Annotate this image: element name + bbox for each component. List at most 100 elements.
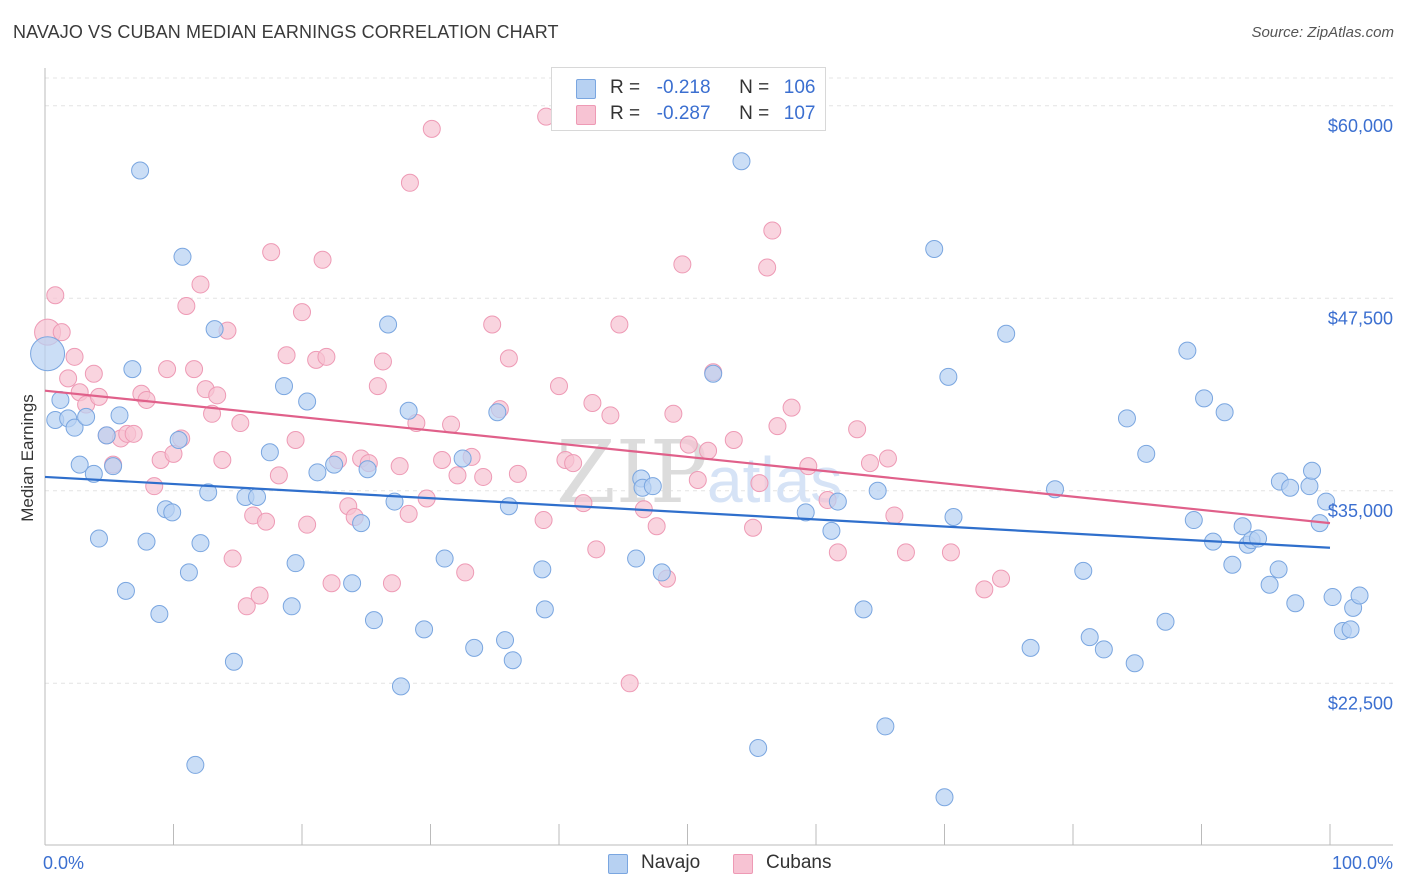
cubans-point bbox=[185, 360, 204, 379]
navajo-point bbox=[1233, 517, 1252, 536]
navajo-point bbox=[533, 560, 552, 579]
navajo-point bbox=[535, 600, 554, 619]
navajo-point bbox=[1117, 409, 1136, 428]
cubans-point bbox=[620, 674, 639, 693]
navajo-point bbox=[704, 364, 723, 383]
cubans-point bbox=[286, 430, 305, 449]
cubans-point bbox=[313, 250, 332, 269]
navajo-point bbox=[1184, 511, 1203, 530]
cubans-point bbox=[456, 563, 475, 582]
cubans-point bbox=[262, 243, 281, 262]
cubans-point bbox=[483, 315, 502, 334]
navajo-point bbox=[868, 481, 887, 500]
cubans-point bbox=[534, 511, 553, 530]
navajo-point bbox=[1341, 620, 1360, 639]
y-axis-label: Median Earnings bbox=[18, 394, 37, 522]
navajo-n-value: 106 bbox=[783, 77, 816, 98]
watermark: ZIP atlas bbox=[556, 423, 842, 523]
navajo-point bbox=[84, 464, 103, 483]
cubans-r-label: R = bbox=[610, 103, 641, 124]
navajo-point bbox=[435, 549, 454, 568]
navajo-point bbox=[496, 631, 515, 650]
navajo-point bbox=[627, 549, 646, 568]
navajo-point bbox=[1080, 628, 1099, 647]
navajo-point bbox=[352, 514, 371, 533]
navajo-point bbox=[828, 492, 847, 511]
navajo-point bbox=[163, 503, 182, 522]
navajo-point bbox=[796, 503, 815, 522]
cubans-point bbox=[647, 517, 666, 536]
navajo-point bbox=[286, 554, 305, 573]
navajo-point bbox=[325, 455, 344, 474]
cubans-point bbox=[52, 323, 71, 342]
cubans-point bbox=[145, 477, 164, 496]
navajo-point bbox=[179, 563, 198, 582]
cubans-point bbox=[124, 424, 143, 443]
navajo-point bbox=[379, 315, 398, 334]
navajo-point bbox=[282, 597, 301, 616]
navajo-point bbox=[358, 460, 377, 479]
cubans-point bbox=[293, 303, 311, 322]
cubans-point bbox=[799, 457, 818, 476]
cubans-point bbox=[758, 258, 777, 277]
navajo-point bbox=[1137, 444, 1156, 463]
navajo-point bbox=[643, 477, 662, 496]
x-tick-label-min: 0.0% bbox=[43, 853, 84, 873]
cubans-point bbox=[422, 119, 441, 138]
navajo-point bbox=[275, 377, 294, 396]
cubans-point bbox=[65, 347, 84, 366]
navajo-point bbox=[308, 463, 327, 482]
navajo-point bbox=[205, 320, 224, 339]
navajo-point bbox=[131, 161, 150, 180]
y-tick-label: $60,000 bbox=[1328, 116, 1393, 136]
cubans-point bbox=[679, 435, 698, 454]
cubans-point bbox=[885, 506, 904, 525]
navajo-r-label: R = bbox=[610, 77, 641, 98]
navajo-point bbox=[224, 652, 243, 671]
navajo-point bbox=[1303, 461, 1322, 480]
navajo-point bbox=[1317, 492, 1336, 511]
navajo-point bbox=[1074, 561, 1093, 580]
navajo-point bbox=[298, 392, 317, 411]
cubans-legend-swatch bbox=[733, 854, 753, 874]
navajo-point bbox=[150, 605, 169, 623]
navajo-point bbox=[876, 717, 895, 736]
navajo-point bbox=[1215, 403, 1234, 422]
navajo-points bbox=[30, 152, 1369, 807]
navajo-point bbox=[137, 532, 156, 551]
cubans-r-value: -0.287 bbox=[656, 103, 711, 124]
navajo-point bbox=[1281, 478, 1300, 497]
cubans-point bbox=[992, 569, 1011, 588]
navajo-point bbox=[1223, 555, 1242, 574]
trend-lines bbox=[44, 389, 1331, 549]
cubans-point bbox=[848, 420, 867, 439]
navajo-point bbox=[77, 407, 96, 426]
cubans-point bbox=[399, 504, 418, 523]
cubans-point bbox=[400, 173, 419, 192]
navajo-point bbox=[1125, 654, 1144, 673]
navajo-point bbox=[925, 240, 944, 259]
navajo-point bbox=[1323, 588, 1342, 607]
navajo-point bbox=[1269, 560, 1288, 579]
cubans-point bbox=[203, 404, 222, 423]
cubans-point bbox=[828, 543, 847, 562]
navajo-point bbox=[732, 152, 751, 171]
cubans-n-label: N = bbox=[739, 103, 770, 124]
cubans-point bbox=[896, 543, 915, 562]
y-tick-label: $47,500 bbox=[1328, 308, 1393, 328]
navajo-point bbox=[1195, 389, 1214, 408]
cubans-point bbox=[84, 364, 103, 383]
cubans-point bbox=[223, 549, 242, 568]
navajo-point bbox=[104, 457, 123, 476]
y-tick-label: $35,000 bbox=[1328, 501, 1393, 521]
navajo-point bbox=[854, 600, 873, 619]
chart-title: NAVAJO VS CUBAN MEDIAN EARNINGS CORRELAT… bbox=[13, 22, 559, 42]
navajo-legend-swatch bbox=[608, 854, 628, 874]
navajo-point bbox=[1178, 341, 1197, 360]
cubans-point bbox=[231, 414, 250, 433]
cubans-point bbox=[59, 369, 78, 388]
tick-labels: $22,500 $35,000 $47,500 $60,000 0.0% 100.0% bbox=[43, 116, 1393, 873]
cubans-point bbox=[448, 466, 467, 485]
navajo-point bbox=[248, 487, 267, 506]
cubans-point bbox=[213, 451, 232, 469]
